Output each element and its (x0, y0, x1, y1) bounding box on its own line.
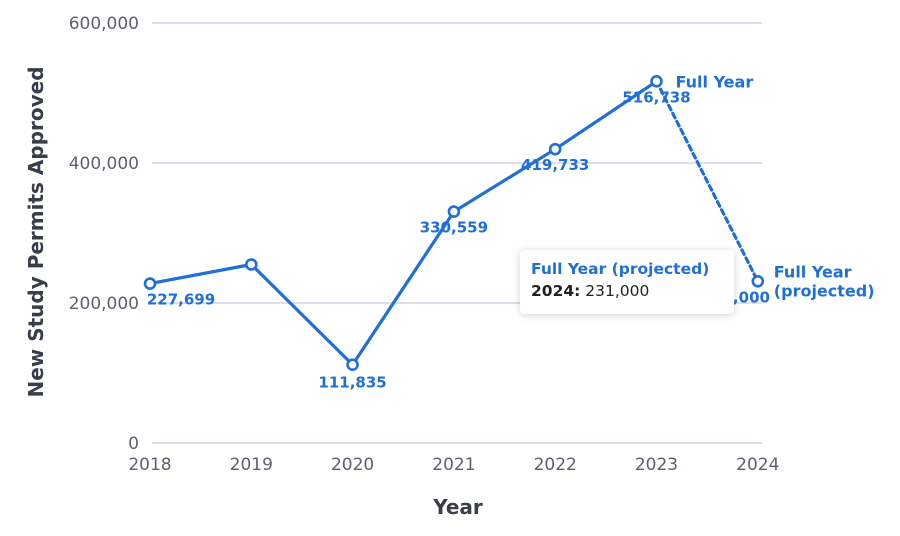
x-tick-label: 2022 (534, 455, 577, 475)
data-points (143, 74, 765, 372)
data-labels: 227,699 111,835 330,559 419,733 516,738 231,0… (147, 88, 770, 391)
y-axis-ticks: 0 200,000 400,000 600,000 (69, 14, 139, 454)
x-axis-ticks: 2018 2019 2020 2021 2022 2023 2024 (128, 455, 779, 475)
data-point[interactable] (751, 274, 765, 288)
data-label: 227,699 (147, 291, 215, 309)
series-line-projected (654, 79, 760, 283)
data-point[interactable] (245, 258, 258, 271)
series-label-full-year: Full Year (676, 72, 754, 91)
y-axis-title: New Study Permits Approved (24, 66, 48, 397)
data-point[interactable] (447, 205, 461, 218)
y-tick-label: 400,000 (69, 154, 139, 174)
data-label: 516,738 (622, 88, 690, 106)
y-tick-label: 200,000 (69, 294, 139, 314)
data-point[interactable] (143, 277, 157, 290)
series-lines (148, 79, 760, 367)
x-tick-label: 2018 (128, 455, 171, 475)
series-line-full-year (148, 79, 659, 367)
x-axis-title: Year (432, 495, 483, 519)
x-tick-label: 2020 (331, 455, 374, 475)
tooltip: Full Year (projected) 2024: 231,000 (520, 250, 734, 314)
y-tick-label: 600,000 (69, 14, 139, 34)
data-point[interactable] (650, 74, 663, 88)
data-label: 330,559 (420, 219, 488, 237)
series-labels: Full Year Full Year (projected) (676, 72, 875, 300)
x-tick-label: 2019 (230, 455, 273, 475)
tooltip-series-name: Full Year (projected) (531, 260, 710, 278)
x-tick-label: 2021 (432, 455, 475, 475)
tooltip-value: 231,000 (585, 282, 650, 300)
x-tick-label: 2024 (736, 455, 779, 475)
data-point[interactable] (548, 142, 562, 156)
tooltip-category: 2024 (531, 282, 575, 300)
data-label: 419,733 (521, 156, 589, 174)
data-label: 111,835 (318, 374, 386, 392)
x-tick-label: 2023 (635, 455, 678, 475)
data-point[interactable] (346, 358, 359, 372)
series-label-projected: Full Year (projected) (774, 262, 875, 300)
y-tick-label: 0 (128, 434, 139, 454)
tooltip-value-row: 2024: 231,000 (531, 282, 650, 300)
